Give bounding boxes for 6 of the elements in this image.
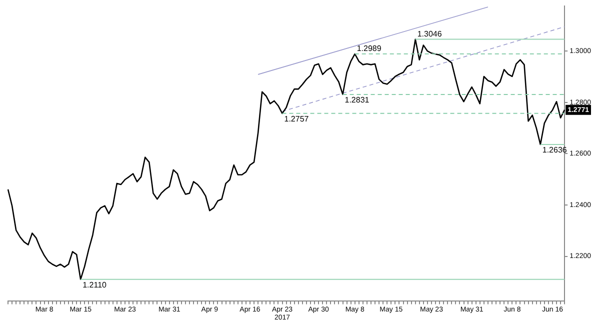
ref-line-label: 1.2989 — [356, 44, 382, 54]
ref-line-label: 1.2636 — [542, 146, 568, 155]
ref-line-label: 1.2110 — [82, 280, 108, 290]
ref-line-label: 1.2757 — [284, 114, 310, 124]
ref-line-label: 1.3046 — [417, 29, 442, 38]
ref-line-label: 1.2831 — [344, 96, 370, 105]
